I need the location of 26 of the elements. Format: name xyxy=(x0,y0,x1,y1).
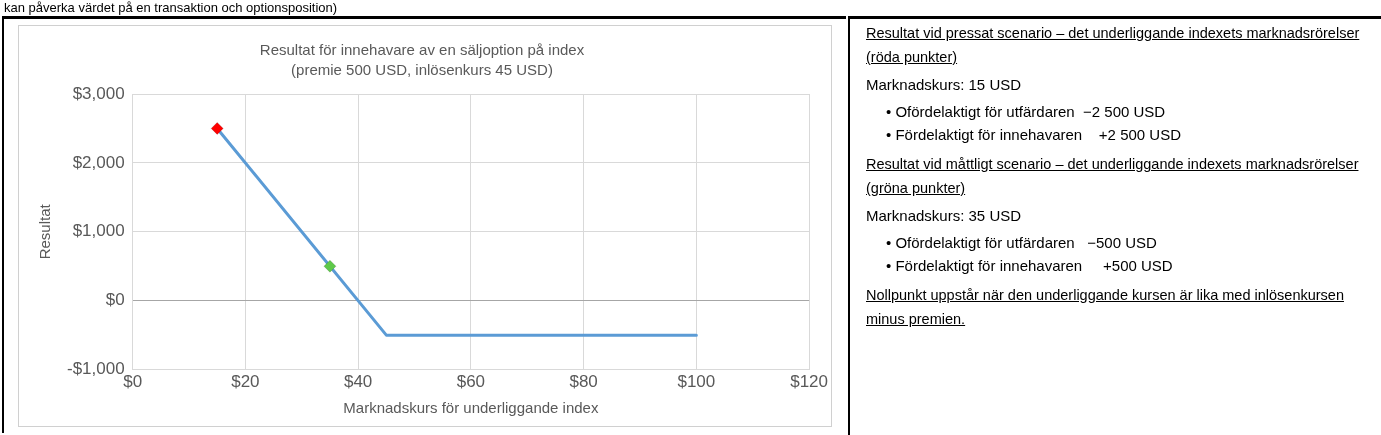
text: Marknadskurs: 15 USD xyxy=(866,76,1023,93)
y-tick-label: -$1,000 xyxy=(66,359,125,379)
text: • Ofördelaktigt för utfärdaren −500 USD xyxy=(886,233,1158,253)
text: Resultat vid måttligt scenario – det underliggande indexets marknadsrörelser (gröna punkter) xyxy=(866,155,1360,198)
text: • Ofördelaktigt för utfärdaren −2 500 USD xyxy=(886,102,1167,122)
text: Marknadskurs: 35 USD xyxy=(866,207,1023,224)
x-tick-label: $0 xyxy=(123,372,143,392)
x-tick-label: $120 xyxy=(790,372,828,392)
x-axis-title: Marknadskurs för underliggande index xyxy=(343,399,599,417)
x-tick-label: $60 xyxy=(456,372,486,392)
y-tick-label: $0 xyxy=(105,290,125,310)
chart-title: Resultat för innehavare av en säljoption på index xyxy=(259,41,585,59)
text: Nollpunkt uppstår när den underliggande kursen är lika med inlösenkursen minus premien. xyxy=(866,286,1345,329)
y-tick-label: $2,000 xyxy=(72,152,125,172)
x-tick-label: $80 xyxy=(569,372,598,392)
y-axis-title: Resultat xyxy=(36,203,54,260)
y-tick-label: $3,000 xyxy=(72,83,125,103)
text: Resultat vid pressat scenario – det underliggande indexets marknadsrörelser (röda punkter) xyxy=(866,24,1361,67)
chart-subtitle: (premie 500 USD, inlösenkurs 45 USD) xyxy=(291,61,553,79)
text: • Fördelaktigt för innehavaren +2 500 USD xyxy=(886,125,1182,145)
y-tick-label: $1,000 xyxy=(72,221,125,241)
text: kan påverka värdet på en transaktion och optionsposition) xyxy=(4,0,338,15)
x-tick-label: $40 xyxy=(343,372,373,392)
text: • Fördelaktigt för innehavaren +500 USD xyxy=(886,256,1174,276)
x-tick-label: $100 xyxy=(677,372,716,392)
x-tick-label: $20 xyxy=(231,372,260,392)
